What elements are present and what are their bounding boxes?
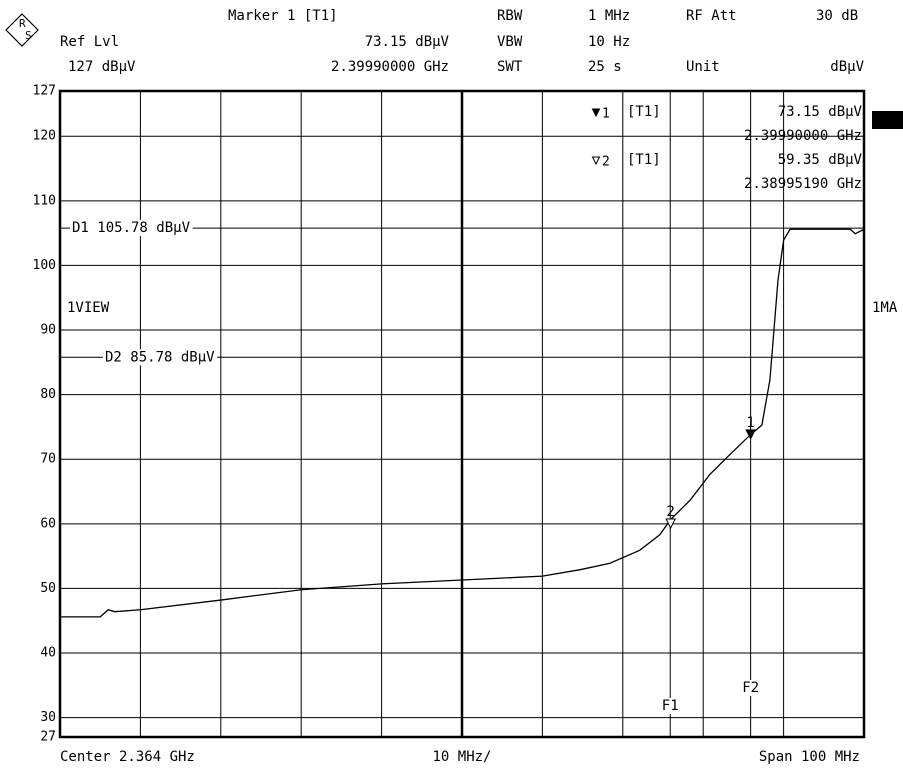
att-label: RF Att [686, 8, 737, 24]
marker-info-frequency: 2.38995190 GHz [744, 176, 862, 192]
y-tick-label: 80 [40, 387, 56, 402]
label-background [741, 680, 761, 696]
y-tick-label: 40 [40, 646, 56, 661]
y-tick-label: 100 [33, 258, 56, 273]
y-tick-label: 30 [40, 710, 56, 725]
ref-value: 127 dBμV [68, 59, 136, 75]
label-background [103, 349, 218, 366]
marker [665, 518, 676, 530]
marker-frequency: 2.39990000 GHz [331, 59, 449, 75]
marker-level: 73.15 dBμV [365, 34, 450, 50]
marker [745, 429, 756, 440]
plot: 27 30 40 50 60 70 80 90 100 110 120 127 D1 105.78 dB… [33, 84, 866, 745]
unit-value: dBμV [830, 59, 864, 75]
marker-info-level: 59.35 dBμV [778, 152, 863, 168]
trace [60, 228, 865, 618]
y-tick-label: 90 [40, 323, 56, 338]
vbw-value: 10 Hz [588, 34, 630, 50]
display-line-label: D2 85.78 dBμV [105, 349, 215, 365]
marker-symbol [591, 156, 601, 166]
display-line-label: D1 105.78 dBμV [72, 220, 191, 236]
marker-number: 2 [666, 504, 674, 520]
center-label: Center 2.364 GHz [60, 749, 195, 765]
marker-info-frequency: 2.39990000 GHz [744, 128, 862, 144]
marker-info-trace: [T1] [627, 104, 661, 120]
marker-symbol [591, 108, 601, 118]
frequency-line-label: F1 [662, 698, 679, 714]
swt-label: SWT [497, 59, 523, 75]
y-tick-label: 27 [40, 730, 56, 745]
logo-letter: R [19, 17, 26, 30]
marker-info-number: 1 [602, 107, 610, 122]
y-tick-label: 60 [40, 516, 56, 531]
marker-number: 1 [746, 415, 754, 431]
status-block [872, 111, 903, 129]
y-tick-label: 127 [33, 84, 56, 99]
rbw-label: RBW [497, 8, 523, 24]
y-tick-label: 110 [33, 193, 56, 208]
att-value: 30 dB [816, 8, 858, 24]
label-background [70, 220, 193, 237]
marker-info-level: 73.15 dBμV [778, 104, 863, 120]
logo-letter: S [25, 29, 32, 42]
y-tick-label: 50 [40, 581, 56, 596]
marker-title: Marker 1 [T1] [228, 8, 338, 24]
y-tick-label: 120 [33, 129, 56, 144]
marker-info-trace: [T1] [627, 152, 661, 168]
plot-border [58, 89, 866, 739]
y-tick-label: 70 [40, 452, 56, 467]
unit-label: Unit [686, 59, 720, 75]
marker-info-number: 2 [602, 155, 610, 170]
trace-mode-label: 1MA [872, 300, 898, 316]
vbw-label: VBW [497, 34, 523, 50]
label-background [660, 698, 680, 714]
logo-diamond [5, 13, 39, 47]
span-label: Span 100 MHz [759, 749, 860, 765]
logo: R S [5, 13, 39, 47]
swt-value: 25 s [588, 59, 622, 75]
division-label: 10 MHz/ [432, 749, 491, 765]
rbw-value: 1 MHz [588, 8, 630, 24]
frequency-line-label: F2 [742, 680, 759, 696]
view-label: 1VIEW [67, 300, 110, 316]
ref-label: Ref Lvl [60, 34, 119, 50]
